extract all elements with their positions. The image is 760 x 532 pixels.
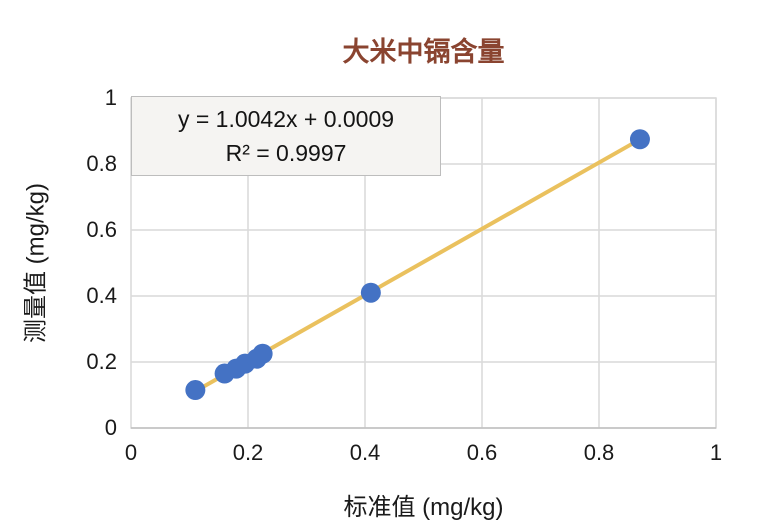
x-tick-label: 0.2 bbox=[232, 440, 264, 465]
trendline-equation-box: y = 1.0042x + 0.0009 R² = 0.9997 bbox=[131, 96, 441, 176]
x-tick-label: 1 bbox=[709, 440, 723, 465]
data-point bbox=[185, 380, 206, 401]
data-point bbox=[629, 129, 650, 150]
data-point bbox=[252, 343, 273, 364]
y-tick-label: 1 bbox=[104, 85, 117, 110]
y-tick-label: 0 bbox=[104, 415, 117, 440]
chart-title: 大米中镉含量 bbox=[342, 37, 505, 67]
y-axis-title: 测量值 (mg/kg) bbox=[22, 182, 50, 344]
trendline-equation: y = 1.0042x + 0.0009 bbox=[177, 106, 395, 132]
y-tick-label: 0.6 bbox=[86, 217, 117, 242]
x-tick-label: 0.4 bbox=[349, 440, 381, 465]
data-point bbox=[360, 282, 381, 303]
x-tick-label: 0.8 bbox=[583, 440, 615, 465]
trendline-r-squared: R² = 0.9997 bbox=[225, 140, 347, 166]
y-tick-label: 0.2 bbox=[86, 349, 117, 374]
y-tick-label: 0.8 bbox=[86, 151, 117, 176]
x-tick-label: 0.6 bbox=[466, 440, 498, 465]
x-tick-label: 0 bbox=[124, 440, 138, 465]
y-tick-label: 0.4 bbox=[86, 283, 117, 308]
x-axis-title: 标准值 (mg/kg) bbox=[343, 494, 504, 521]
